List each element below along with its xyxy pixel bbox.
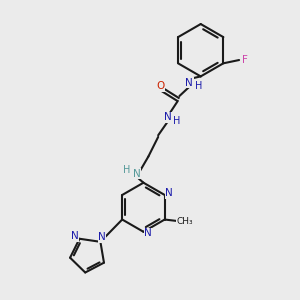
Text: N: N	[185, 78, 193, 88]
Text: H: H	[195, 81, 202, 91]
Text: CH₃: CH₃	[176, 217, 193, 226]
Text: N: N	[71, 231, 79, 241]
Text: N: N	[144, 228, 152, 239]
Text: F: F	[242, 55, 247, 65]
Text: O: O	[156, 81, 165, 91]
Text: N: N	[133, 169, 141, 179]
Text: N: N	[98, 232, 106, 242]
Text: N: N	[164, 112, 172, 122]
Text: H: H	[173, 116, 181, 126]
Text: H: H	[123, 165, 131, 175]
Text: N: N	[165, 188, 173, 198]
